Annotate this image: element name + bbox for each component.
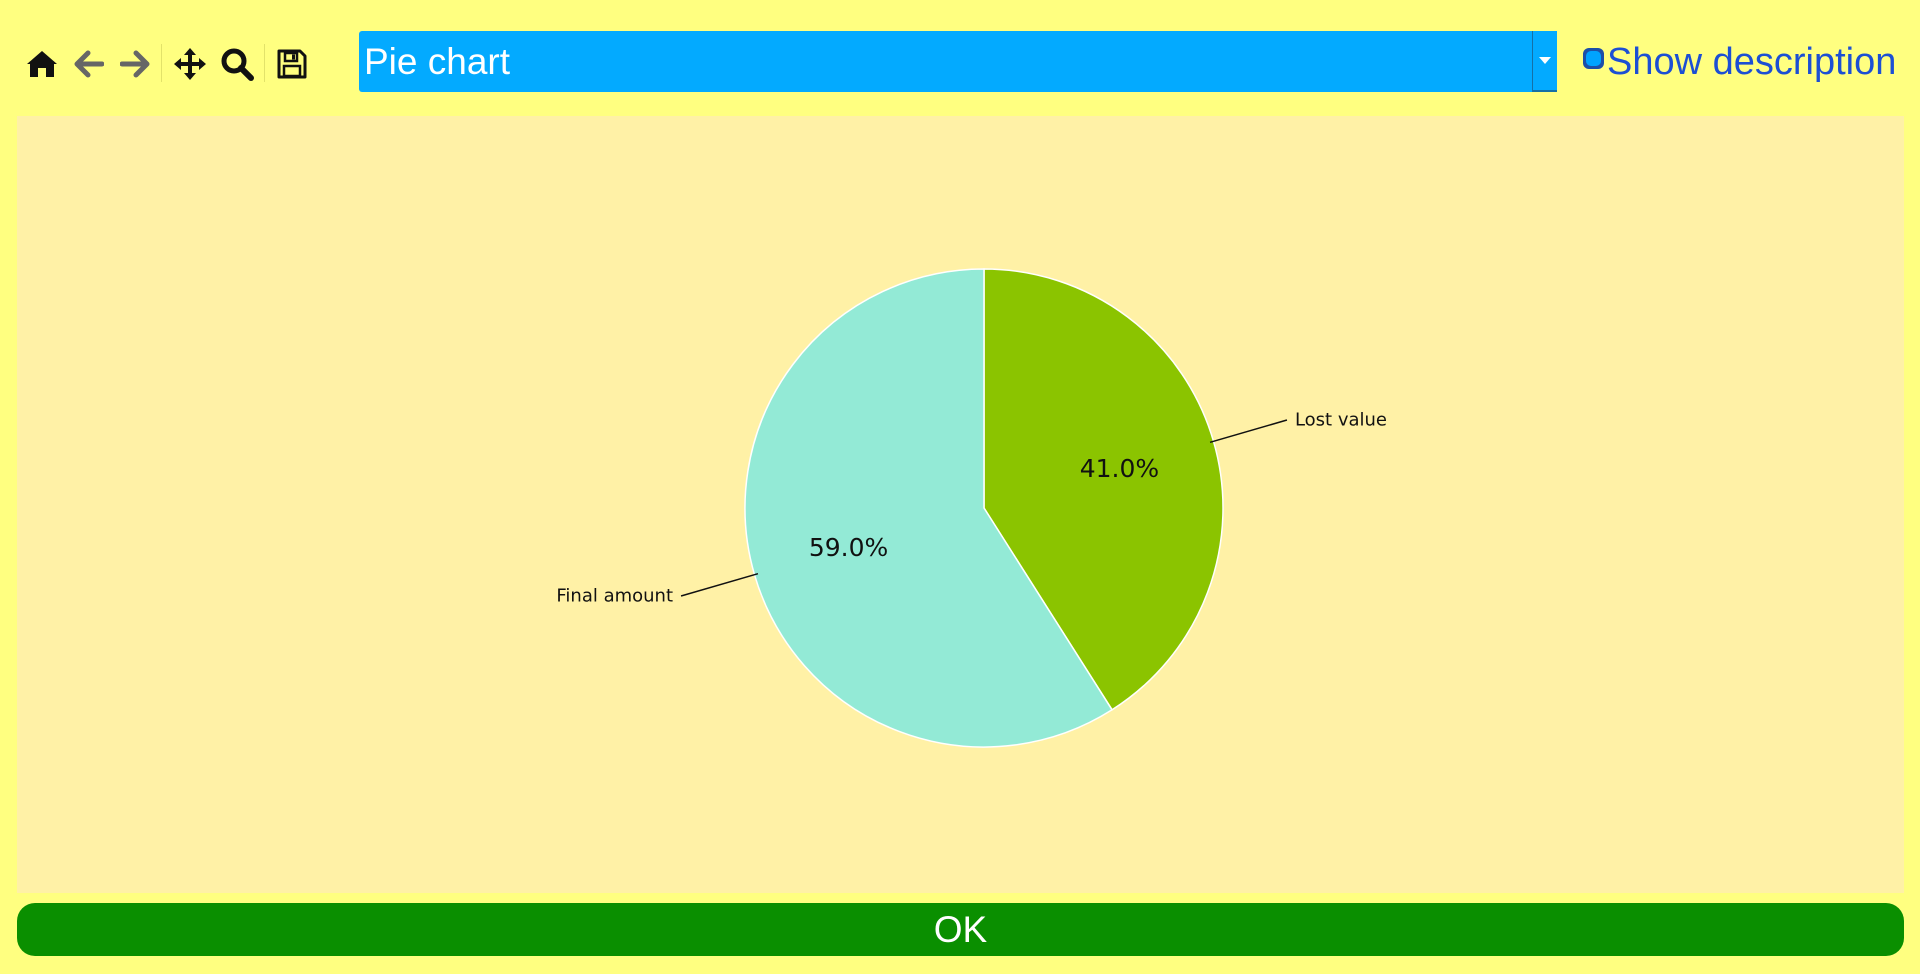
toolbar: Pie chart Show description	[0, 0, 1920, 116]
home-icon[interactable]	[22, 44, 62, 84]
pie-leader-line	[680, 572, 759, 597]
ok-button[interactable]: OK	[17, 903, 1904, 956]
dropdown-arrow-icon[interactable]	[1532, 31, 1557, 92]
save-icon[interactable]	[272, 44, 312, 84]
pie-value-label: 41.0%	[1080, 454, 1159, 483]
forward-arrow-icon[interactable]	[115, 44, 155, 84]
back-arrow-icon[interactable]	[69, 44, 109, 84]
chart-type-select[interactable]: Pie chart	[359, 31, 1557, 92]
pie-category-label: Lost value	[1295, 409, 1387, 430]
show-description-label: Show description	[1607, 40, 1897, 83]
pie-chart: 41.0% Lost value 59.0% Final amount	[556, 268, 1387, 748]
toolbar-separator	[161, 44, 162, 82]
pie-value-label: 59.0%	[809, 533, 888, 562]
show-description-checkbox[interactable]	[1583, 47, 1604, 69]
chart-type-select-value: Pie chart	[364, 41, 511, 82]
show-description-toggle[interactable]: Show description	[1583, 36, 1896, 88]
chart-area: 41.0% Lost value 59.0% Final amount	[17, 116, 1904, 893]
zoom-icon[interactable]	[217, 44, 257, 84]
move-icon[interactable]	[170, 44, 210, 84]
pie-category-label: Final amount	[556, 586, 673, 607]
pie-leader-line	[1209, 419, 1288, 444]
toolbar-separator	[264, 44, 265, 82]
